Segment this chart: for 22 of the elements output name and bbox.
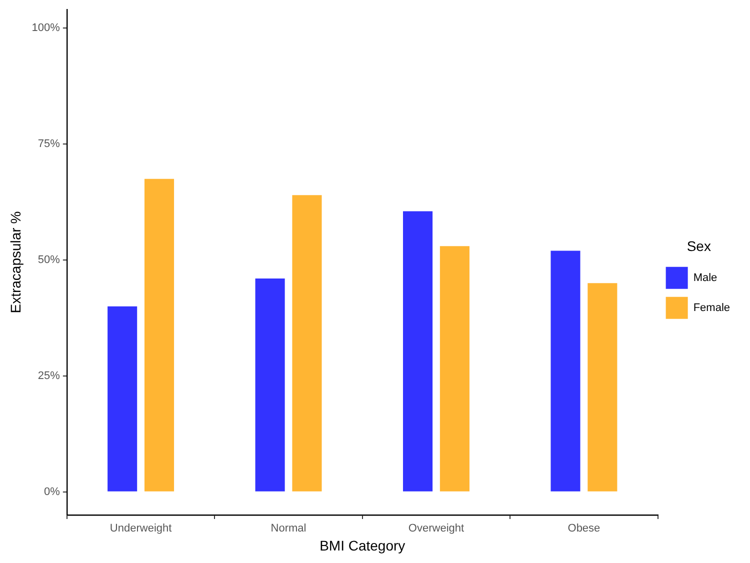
y-tick-label: 100%	[32, 22, 60, 34]
bar	[588, 283, 618, 492]
y-axis-title: Extracapsular %	[7, 211, 24, 314]
x-tick-label: Overweight	[408, 522, 464, 535]
bar	[108, 306, 138, 492]
bar	[144, 178, 174, 492]
y-tick-label: 0%	[44, 486, 60, 498]
x-axis-title: BMI Category	[320, 537, 406, 554]
legend-label: Male	[693, 272, 718, 284]
y-tick-label: 75%	[38, 138, 60, 150]
y-tick-label: 25%	[38, 370, 60, 382]
y-tick-label: 50%	[38, 254, 60, 266]
bar	[292, 195, 322, 492]
bar	[550, 250, 580, 492]
bar	[255, 278, 285, 492]
legend-label: Female	[693, 302, 730, 314]
legend-title: Sex	[686, 238, 711, 254]
x-tick-label: Obese	[568, 522, 600, 535]
bar	[403, 211, 433, 492]
x-tick-label: Underweight	[110, 522, 172, 535]
x-tick-label: Normal	[270, 522, 306, 535]
bar	[440, 246, 470, 492]
